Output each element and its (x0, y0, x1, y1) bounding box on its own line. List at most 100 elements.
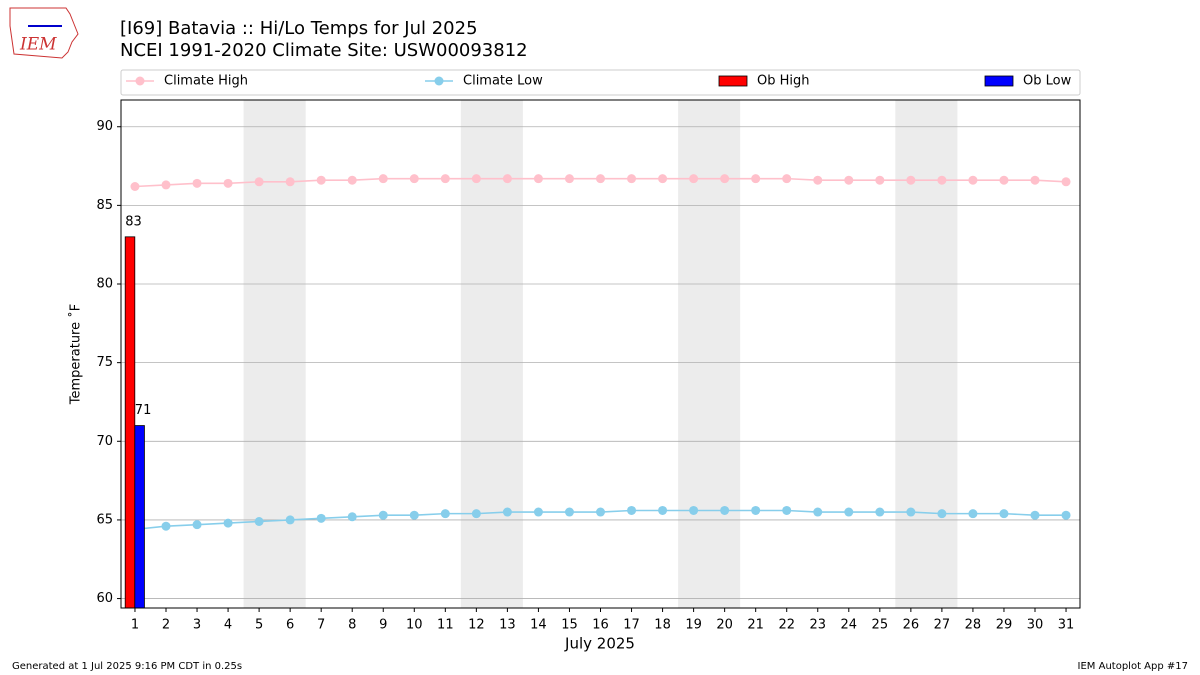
legend-marker (135, 76, 145, 86)
series-point (285, 515, 295, 525)
series-point (316, 513, 326, 523)
series-point (999, 509, 1009, 519)
bar (134, 425, 145, 609)
x-tick-label: 8 (348, 618, 356, 633)
plot-area (121, 100, 1080, 609)
series-point (471, 174, 481, 184)
logo: IEM (9, 7, 79, 59)
series-point (627, 174, 637, 184)
x-tick-label: 18 (654, 618, 671, 633)
x-tick-label: 12 (468, 618, 485, 633)
x-tick-label: 14 (530, 618, 547, 633)
x-tick-label: 30 (1027, 618, 1044, 633)
series-point (533, 174, 543, 184)
series-point (937, 175, 947, 185)
chart-title: [I69] Batavia :: Hi/Lo Temps for Jul 202… (120, 18, 478, 39)
series-point (906, 507, 916, 517)
x-tick-label: 27 (934, 618, 951, 633)
series-point (689, 174, 699, 184)
bar-value-label: 83 (125, 214, 142, 229)
series-point (409, 174, 419, 184)
x-tick-label: 23 (809, 618, 826, 633)
x-tick-label: 28 (965, 618, 982, 633)
logo-text: IEM (19, 35, 57, 55)
series-point (440, 509, 450, 519)
legend-label: Climate High (164, 74, 248, 89)
x-tick-label: 11 (437, 618, 454, 633)
series-point (844, 507, 854, 517)
series-point (471, 509, 481, 519)
series-point (409, 510, 419, 520)
y-tick-label: 60 (96, 591, 113, 606)
series-point (627, 505, 637, 515)
bar-value-label: 71 (135, 403, 152, 418)
x-tick-label: 15 (561, 618, 578, 633)
series-point (844, 175, 854, 185)
legend-box (120, 69, 1081, 96)
x-tick-label: 9 (379, 618, 387, 633)
y-tick-label: 70 (96, 434, 113, 449)
series-point (378, 174, 388, 184)
series-point (813, 507, 823, 517)
weekend-shade (243, 100, 306, 608)
series-point (1030, 175, 1040, 185)
series-point (782, 174, 792, 184)
logo-outline (9, 7, 79, 59)
series-point (502, 507, 512, 517)
x-tick-label: 2 (162, 618, 170, 633)
series-point (968, 175, 978, 185)
series-point (161, 521, 171, 531)
x-tick-label: 16 (592, 618, 609, 633)
x-tick-label: 6 (286, 618, 294, 633)
y-tick-label: 90 (96, 119, 113, 134)
y-axis-label: Temperature ˚F (68, 304, 84, 405)
series-point (596, 174, 605, 184)
series-point (254, 516, 264, 526)
series-point (161, 180, 171, 190)
weekend-shade (895, 100, 958, 608)
x-tick-label: 17 (623, 618, 640, 633)
series-point (347, 512, 357, 522)
x-tick-label: 3 (193, 618, 201, 633)
series-point (223, 178, 233, 188)
x-tick-label: 1 (131, 618, 139, 633)
series-point (875, 175, 885, 185)
series-point (254, 177, 264, 187)
series-point (999, 175, 1009, 185)
series-point (316, 175, 326, 185)
legend-swatch (718, 75, 748, 87)
x-tick-label: 29 (996, 618, 1013, 633)
series-point (937, 509, 947, 519)
series-point (689, 505, 699, 515)
series-point (192, 178, 202, 188)
plot-frame (120, 99, 1081, 609)
legend-label: Ob Low (1023, 74, 1072, 89)
series-point (347, 175, 357, 185)
x-tick-label: 21 (747, 618, 764, 633)
series-point (1030, 510, 1040, 520)
legend-label: Ob High (757, 74, 810, 89)
series-point (192, 520, 202, 530)
series-point (782, 505, 792, 515)
x-tick-label: 22 (778, 618, 795, 633)
footer-right: IEM Autoplot App #17 (1078, 661, 1188, 672)
series-point (285, 177, 295, 187)
y-tick-label: 75 (96, 355, 113, 370)
chart-subtitle: NCEI 1991-2020 Climate Site: USW00093812 (120, 40, 528, 61)
legend-marker (434, 76, 444, 86)
series-point (720, 505, 730, 515)
series-point (751, 505, 761, 515)
y-tick-label: 80 (96, 277, 113, 292)
series-point (1061, 177, 1071, 187)
series-point (533, 507, 543, 517)
bar (124, 236, 136, 609)
x-tick-label: 13 (499, 618, 516, 633)
series-point (223, 518, 233, 528)
series-point (502, 174, 512, 184)
x-tick-label: 4 (224, 618, 232, 633)
x-tick-label: 26 (903, 618, 920, 633)
series-point (130, 182, 140, 192)
x-tick-label: 24 (841, 618, 858, 633)
y-tick-label: 65 (96, 512, 113, 527)
